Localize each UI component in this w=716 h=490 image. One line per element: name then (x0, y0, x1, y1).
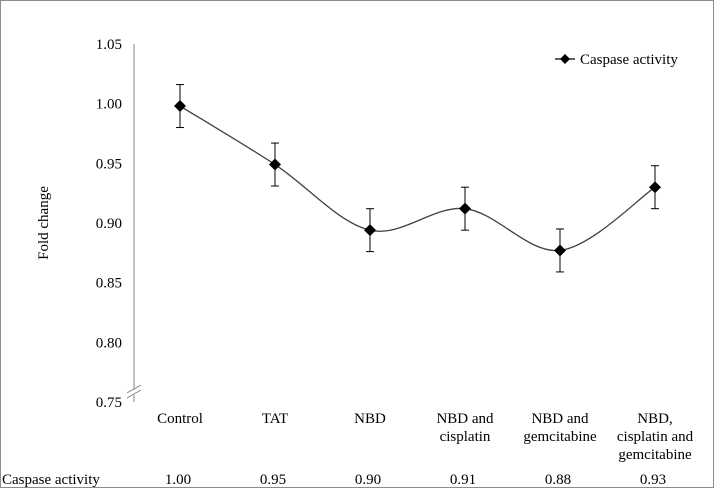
table-cell-value: 0.91 (450, 472, 476, 488)
table-cell-value: 0.88 (545, 472, 571, 488)
y-axis-label: Fold change (36, 186, 52, 260)
table-cell-value: 0.90 (355, 472, 381, 488)
x-category-label: gemcitabine (618, 447, 692, 463)
y-tick-label: 0.90 (96, 216, 122, 232)
x-category-label: cisplatin (440, 429, 491, 445)
x-category-label: NBD (354, 411, 386, 427)
table-cell-value: 1.00 (165, 472, 191, 488)
table-cell-value: 0.95 (260, 472, 286, 488)
axis-break-mark (126, 384, 142, 394)
y-tick-label: 1.00 (96, 97, 122, 113)
data-point (649, 181, 661, 194)
data-point (459, 202, 471, 215)
data-point (174, 100, 186, 113)
x-category-label: cisplatin and (617, 429, 694, 445)
y-tick-label: 0.85 (96, 276, 122, 292)
y-tick-label: 0.95 (96, 156, 122, 172)
x-category-label: NBD, (637, 411, 672, 427)
table-cell-value: 0.93 (640, 472, 666, 488)
data-point (269, 158, 281, 171)
x-category-label: Control (157, 411, 203, 427)
x-category-label: NBD and (531, 411, 589, 427)
axis-break-mark (126, 389, 142, 399)
data-point (554, 244, 566, 257)
table-row-label: Caspase activity (2, 472, 100, 488)
y-tick-label: 1.05 (96, 37, 122, 53)
x-category-label: gemcitabine (523, 429, 597, 445)
legend-marker (560, 54, 570, 64)
series-line (179, 105, 656, 252)
x-category-label: NBD and (436, 411, 494, 427)
y-tick-label: 0.75 (96, 395, 122, 411)
legend-label: Caspase activity (580, 52, 678, 68)
data-point (364, 224, 376, 237)
y-tick-label: 0.80 (96, 335, 122, 351)
x-category-label: TAT (262, 411, 288, 427)
